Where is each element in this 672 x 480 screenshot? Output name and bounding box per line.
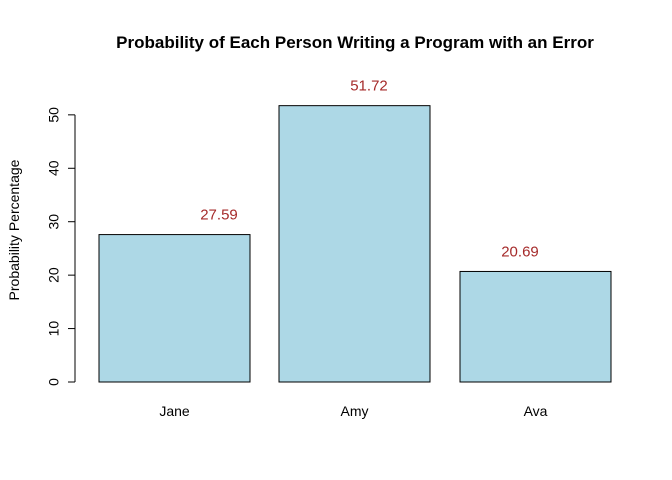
x-category-label: Ava <box>524 403 548 419</box>
y-tick-label: 20 <box>46 267 62 283</box>
data-label: 51.72 <box>350 78 388 95</box>
plot-area: 0 10 20 30 40 50 Jane Amy Ava 27.59 51.72 20.69 <box>46 78 612 419</box>
chart-title: Probability of Each Person Writing a Pro… <box>116 33 594 52</box>
x-category-label: Amy <box>341 403 369 419</box>
y-tick-label: 50 <box>46 107 62 123</box>
data-label: 27.59 <box>200 207 238 224</box>
y-tick-label: 30 <box>46 214 62 230</box>
y-tick-label: 10 <box>46 321 62 337</box>
x-category-label: Jane <box>159 403 190 419</box>
data-label: 20.69 <box>501 243 539 260</box>
y-axis-label: Probability Percentage <box>6 159 22 300</box>
y-tick-label: 40 <box>46 160 62 176</box>
bar-amy <box>278 105 431 383</box>
y-tick-label: 0 <box>46 378 62 386</box>
bar-ava <box>459 270 612 383</box>
bar-jane <box>98 234 251 383</box>
